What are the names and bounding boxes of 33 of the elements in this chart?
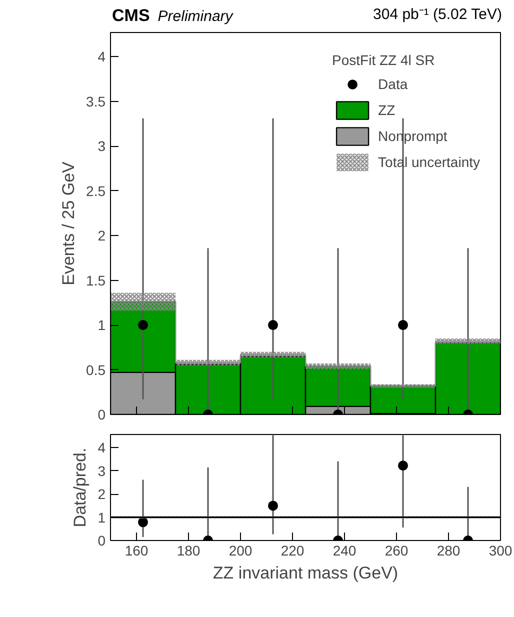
x-tick-label: 160 bbox=[124, 542, 148, 558]
y-tick-label: 2 bbox=[98, 486, 106, 502]
y-tick-label: 4 bbox=[98, 48, 106, 65]
y-tick-label: 2.5 bbox=[86, 182, 106, 199]
y-tick-label: 1.5 bbox=[86, 272, 106, 288]
text: 304 pb⁻¹ (5.02 TeV) bbox=[373, 6, 502, 23]
y-axis-title: Events / 25 GeV bbox=[59, 160, 78, 286]
x-tick-label: 220 bbox=[280, 542, 304, 558]
x-tick-label: 300 bbox=[488, 542, 512, 558]
x-tick-label: 280 bbox=[436, 542, 460, 558]
point bbox=[398, 460, 408, 471]
point bbox=[268, 500, 278, 511]
y-tick-label: 3.5 bbox=[86, 93, 106, 110]
chart-title: CMS bbox=[112, 6, 150, 25]
y-tick-label: 3 bbox=[98, 138, 106, 154]
legend-title: PostFit ZZ 4l SR bbox=[332, 52, 436, 68]
y-tick-label: 2 bbox=[98, 228, 106, 244]
y-tick-label: 1 bbox=[98, 317, 106, 334]
x-axis-title: ZZ invariant mass (GeV) bbox=[212, 564, 398, 582]
legend-label: Data bbox=[378, 76, 408, 92]
x-tick-label: 240 bbox=[332, 542, 356, 558]
y-tick-label: 0 bbox=[98, 532, 106, 548]
y-tick-label: 0 bbox=[98, 406, 106, 422]
y-tick-label: 3 bbox=[98, 462, 106, 479]
legend-label: ZZ bbox=[378, 102, 396, 118]
y-tick-label: 0.5 bbox=[86, 362, 106, 378]
y-tick-label: 4 bbox=[98, 440, 106, 456]
chart-subtitle: Preliminary bbox=[158, 8, 233, 25]
y-tick-label: 1 bbox=[98, 509, 106, 526]
x-tick-label: 200 bbox=[228, 542, 252, 558]
x-tick-label: 260 bbox=[384, 542, 408, 558]
y-axis-title: Data/pred. bbox=[70, 448, 90, 528]
x-tick-label: 180 bbox=[176, 542, 200, 558]
